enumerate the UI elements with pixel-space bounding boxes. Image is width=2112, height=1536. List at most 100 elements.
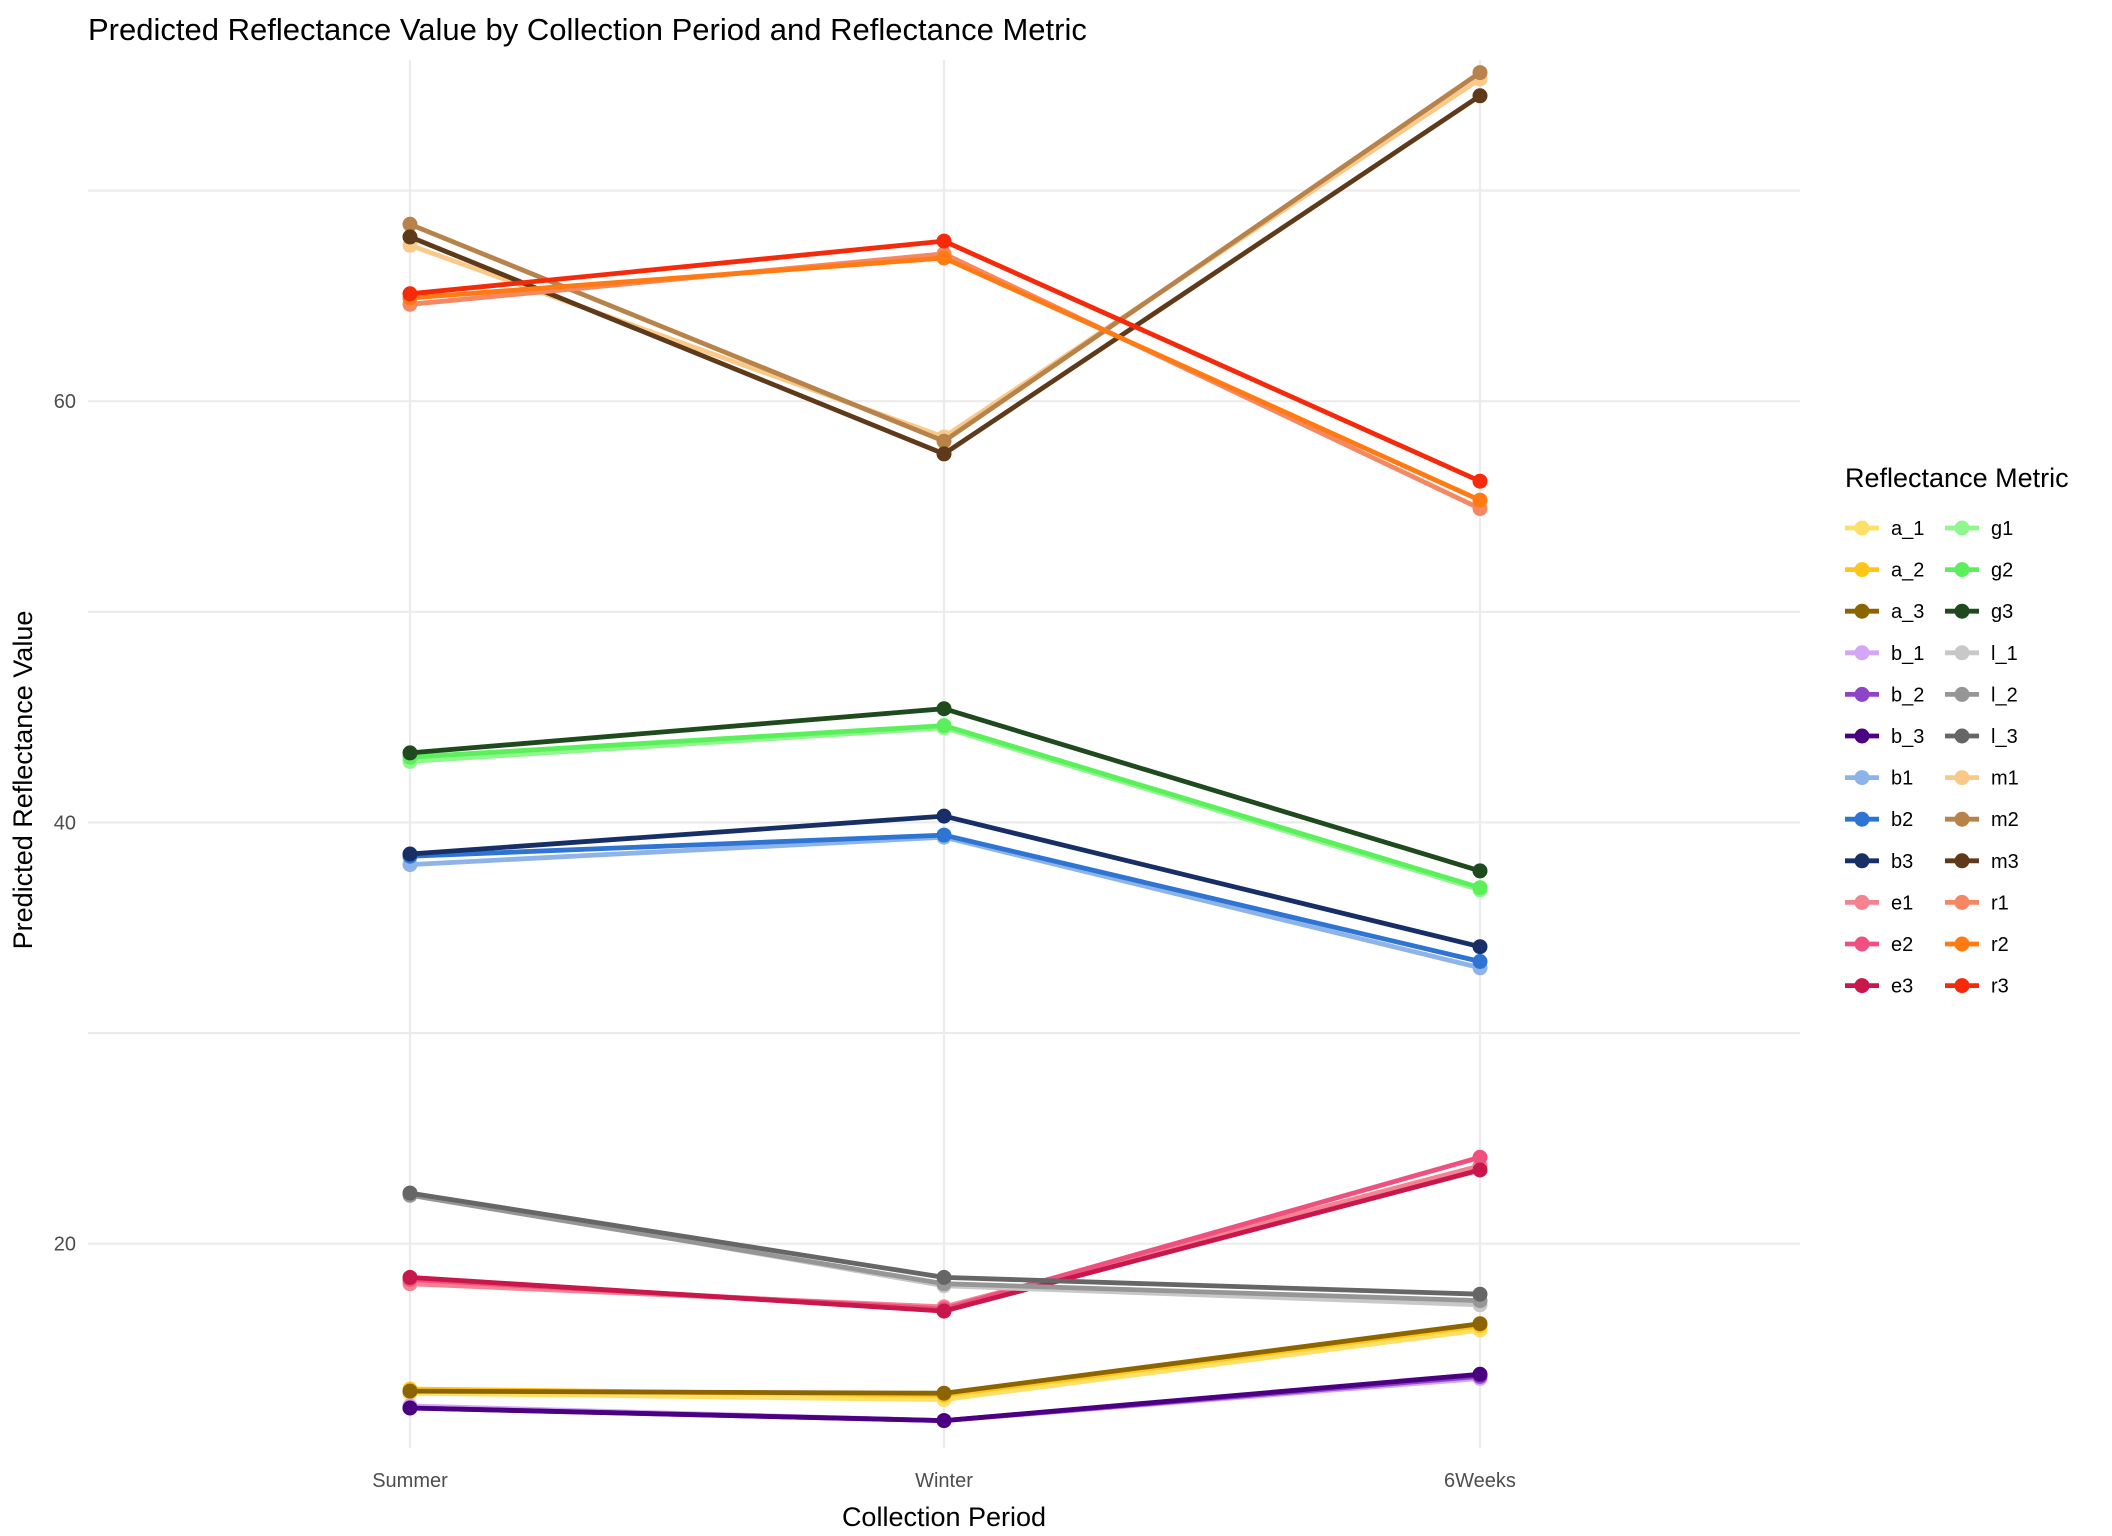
legend-label: e3: [1891, 976, 1913, 998]
series-m2: [402, 65, 1488, 449]
legend-key-point: [1954, 728, 1970, 744]
legend-key-point: [1854, 978, 1870, 994]
legend-item-b2: b2: [1845, 809, 1913, 831]
y-tick-label: 40: [54, 812, 76, 834]
data-point: [936, 827, 952, 843]
series-m3: [402, 88, 1488, 462]
data-point: [402, 846, 418, 862]
legend-item-b_3: b_3: [1845, 726, 1924, 748]
data-point: [936, 1269, 952, 1285]
series-b_3: [402, 1366, 1488, 1429]
legend-item-l_3: l_3: [1945, 726, 2018, 748]
data-point: [936, 433, 952, 449]
data-point: [936, 233, 952, 249]
legend-title: Reflectance Metric: [1845, 463, 2069, 493]
legend-key-point: [1954, 936, 1970, 952]
data-point: [936, 718, 952, 734]
series-layer: [402, 65, 1488, 1429]
legend-label: b_2: [1891, 684, 1924, 706]
legend-key-point: [1954, 520, 1970, 536]
legend-item-l_1: l_1: [1945, 643, 2018, 665]
series-e3: [402, 1162, 1488, 1319]
series-b3: [402, 808, 1488, 955]
x-tick-label: 6Weeks: [1444, 1470, 1516, 1492]
data-point: [402, 1400, 418, 1416]
data-point: [402, 229, 418, 245]
y-axis-title: Predicted Reflectance Value: [8, 611, 38, 950]
legend-key-point: [1854, 645, 1870, 661]
legend-item-b_2: b_2: [1845, 684, 1924, 706]
legend-label: e2: [1891, 934, 1913, 956]
data-point: [1472, 939, 1488, 955]
legend-key-point: [1854, 603, 1870, 619]
legend-key-point: [1854, 811, 1870, 827]
legend-label: l_1: [1991, 643, 2018, 665]
legend-label: g3: [1991, 601, 2013, 623]
y-tick-label: 20: [54, 1234, 76, 1256]
data-point: [936, 250, 952, 266]
legend-label: b_3: [1891, 726, 1924, 748]
legend-label: r2: [1991, 934, 2009, 956]
data-point: [936, 446, 952, 462]
chart-title: Predicted Reflectance Value by Collectio…: [88, 12, 1087, 47]
legend-label: m2: [1991, 809, 2019, 831]
legend-label: e1: [1891, 892, 1913, 914]
legend-label: g2: [1991, 560, 2013, 582]
legend-key-point: [1954, 770, 1970, 786]
series-a_3: [402, 1316, 1488, 1401]
legend-item-g3: g3: [1945, 601, 2013, 623]
series-l_3: [402, 1185, 1488, 1302]
data-point: [1472, 1366, 1488, 1382]
legend-item-r1: r1: [1945, 892, 2009, 914]
legend-key-point: [1954, 686, 1970, 702]
data-point: [402, 1383, 418, 1399]
legend-item-e3: e3: [1845, 976, 1913, 998]
legend-key-point: [1954, 853, 1970, 869]
data-point: [1472, 473, 1488, 489]
series-g3: [402, 701, 1488, 879]
legend-label: b2: [1891, 809, 1913, 831]
legend-key-point: [1954, 811, 1970, 827]
legend-key-point: [1854, 894, 1870, 910]
legend-item-r2: r2: [1945, 934, 2009, 956]
legend-key-point: [1854, 520, 1870, 536]
data-point: [936, 1413, 952, 1429]
data-point: [1472, 88, 1488, 104]
data-point: [936, 1385, 952, 1401]
data-point: [1472, 954, 1488, 969]
legend-item-m3: m3: [1945, 851, 2019, 873]
legend-label: b3: [1891, 851, 1913, 873]
legend-key-point: [1854, 728, 1870, 744]
legend-key-point: [1854, 686, 1870, 702]
legend-key-point: [1954, 562, 1970, 578]
legend-item-l_2: l_2: [1945, 684, 2018, 706]
data-point: [1472, 492, 1488, 508]
data-point: [936, 701, 952, 717]
legend-label: b1: [1891, 768, 1913, 790]
legend-key-point: [1854, 853, 1870, 869]
data-point: [936, 808, 952, 824]
data-point: [402, 745, 418, 761]
legend-label: l_3: [1991, 726, 2018, 748]
data-point: [1472, 1286, 1488, 1302]
x-tick-label: Winter: [915, 1470, 973, 1492]
y-axis-ticks: 20 40 60: [54, 391, 76, 1255]
legend-label: r3: [1991, 976, 2009, 998]
data-point: [1472, 1316, 1488, 1332]
legend-key-point: [1954, 894, 1970, 910]
legend-item-e1: e1: [1845, 892, 1913, 914]
data-point: [1472, 880, 1488, 896]
legend-label: b_1: [1891, 643, 1924, 665]
legend-key-point: [1854, 770, 1870, 786]
legend-label: l_2: [1991, 684, 2018, 706]
x-tick-label: Summer: [372, 1470, 448, 1492]
data-point: [402, 286, 418, 302]
legend-item-m1: m1: [1945, 768, 2019, 790]
legend-key-point: [1954, 645, 1970, 661]
legend-label: a_1: [1891, 518, 1924, 540]
data-point: [1472, 863, 1488, 879]
legend-item-a_2: a_2: [1845, 560, 1924, 582]
x-axis-ticks: Summer Winter 6Weeks: [372, 1470, 1516, 1492]
legend-label: a_3: [1891, 601, 1924, 623]
